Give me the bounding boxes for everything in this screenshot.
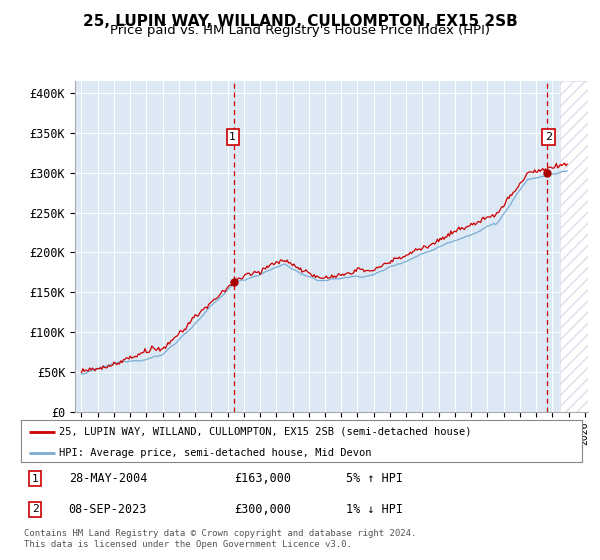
Text: 25, LUPIN WAY, WILLAND, CULLOMPTON, EX15 2SB (semi-detached house): 25, LUPIN WAY, WILLAND, CULLOMPTON, EX15… [59,427,472,437]
Text: Contains HM Land Registry data © Crown copyright and database right 2024.
This d: Contains HM Land Registry data © Crown c… [24,529,416,549]
Bar [560,81,588,412]
Text: 2: 2 [32,505,38,515]
Text: 1: 1 [32,474,38,484]
Text: £300,000: £300,000 [234,503,291,516]
Text: 28-MAY-2004: 28-MAY-2004 [68,473,147,486]
Text: 2: 2 [545,132,552,142]
Text: £163,000: £163,000 [234,473,291,486]
Text: 25, LUPIN WAY, WILLAND, CULLOMPTON, EX15 2SB: 25, LUPIN WAY, WILLAND, CULLOMPTON, EX15… [83,14,517,29]
Text: 5% ↑ HPI: 5% ↑ HPI [346,473,403,486]
Bar [560,81,588,412]
Text: 1: 1 [229,132,236,142]
Text: 1% ↓ HPI: 1% ↓ HPI [346,503,403,516]
Text: 08-SEP-2023: 08-SEP-2023 [68,503,147,516]
Text: Price paid vs. HM Land Registry's House Price Index (HPI): Price paid vs. HM Land Registry's House … [110,24,490,37]
Text: HPI: Average price, semi-detached house, Mid Devon: HPI: Average price, semi-detached house,… [59,448,371,458]
